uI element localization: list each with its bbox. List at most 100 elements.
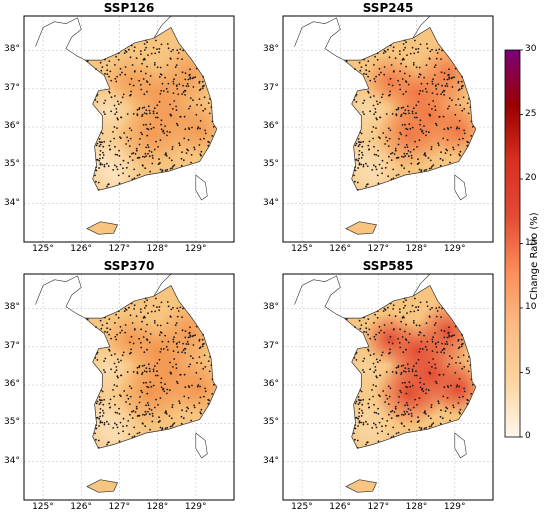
station-dot (144, 316, 146, 319)
station-dot (203, 137, 205, 140)
station-dot (408, 123, 411, 126)
station-dot (399, 70, 401, 73)
station-dot (182, 49, 184, 52)
station-dot (110, 354, 113, 357)
station-dot (368, 328, 371, 331)
station-dot (447, 365, 449, 368)
station-dot (190, 154, 193, 156)
station-dot (387, 403, 390, 405)
station-dot (451, 357, 453, 360)
station-dot (204, 132, 207, 135)
station-dot (394, 407, 397, 410)
station-dot (96, 142, 99, 145)
station-dot (405, 90, 407, 93)
station-dot (160, 128, 163, 131)
station-dot (158, 420, 160, 423)
station-dot (387, 385, 390, 388)
station-dot (398, 138, 400, 140)
station-dot (140, 131, 143, 134)
station-dot (401, 78, 404, 80)
station-dot (368, 70, 371, 73)
station-dot (415, 306, 417, 309)
station-dot (369, 354, 372, 357)
station-dot (145, 370, 148, 373)
station-dot (414, 398, 416, 401)
station-dot (130, 77, 133, 80)
station-dot (451, 344, 454, 346)
station-dot (424, 155, 427, 157)
station-dot (147, 386, 150, 389)
station-dot (411, 304, 414, 307)
station-dot (374, 111, 377, 114)
station-dot (437, 400, 440, 403)
station-dot (154, 374, 157, 377)
station-dot (141, 373, 143, 376)
station-dot (425, 426, 428, 429)
station-dot (119, 421, 122, 424)
station-dot (424, 345, 427, 348)
station-dot (149, 333, 152, 335)
station-dot (421, 348, 424, 350)
station-dot (415, 66, 418, 69)
station-dot (415, 374, 418, 377)
station-dot (153, 148, 156, 151)
station-dot (446, 149, 449, 152)
station-dot (146, 90, 148, 93)
station-dot (447, 331, 450, 334)
station-dot (137, 414, 140, 417)
station-dot (175, 343, 178, 345)
station-dot (402, 370, 405, 372)
station-dot (104, 99, 107, 102)
station-dot (378, 421, 381, 424)
station-dot (361, 412, 364, 414)
north-coastline-west (35, 275, 86, 319)
station-dot (181, 151, 183, 154)
station-dot (425, 130, 428, 133)
station-dot (411, 110, 414, 113)
station-dot (374, 369, 377, 372)
station-dot (125, 166, 128, 169)
station-dot (459, 104, 462, 106)
panel-title: SSP245 (362, 1, 414, 15)
station-dot (365, 73, 368, 76)
station-dot (148, 109, 151, 112)
lon-tick-label: 128° (405, 244, 428, 254)
station-dot (423, 427, 426, 430)
station-dot (116, 168, 119, 171)
station-dot (395, 372, 398, 375)
station-dot (398, 396, 400, 398)
station-dot (411, 368, 414, 371)
station-dot (404, 109, 407, 111)
station-dot (149, 381, 152, 384)
station-dot (400, 164, 403, 167)
station-dot (402, 414, 405, 416)
station-dot (117, 103, 120, 105)
station-dot (410, 420, 413, 423)
station-dot (198, 82, 201, 84)
station-dot (451, 334, 454, 337)
station-dot (446, 343, 449, 345)
station-dot (391, 84, 394, 87)
station-dot (153, 406, 156, 409)
station-dot (166, 64, 169, 66)
station-dot (366, 165, 369, 168)
station-dot (184, 336, 187, 339)
station-dot (189, 68, 191, 71)
station-dot (443, 94, 445, 96)
station-dot (376, 316, 379, 319)
station-dot (442, 89, 445, 92)
station-dot (360, 163, 363, 166)
station-dot (186, 82, 189, 85)
station-dot (418, 397, 421, 399)
station-dot (355, 416, 358, 419)
station-dot (212, 383, 215, 386)
station-dot (437, 142, 440, 145)
station-dot (462, 96, 465, 99)
station-dot (458, 138, 461, 141)
station-dot (198, 356, 201, 358)
station-dot (458, 411, 461, 414)
station-dot (462, 84, 464, 87)
station-dot (101, 141, 103, 144)
station-dot (146, 144, 149, 146)
station-dot (405, 348, 407, 351)
